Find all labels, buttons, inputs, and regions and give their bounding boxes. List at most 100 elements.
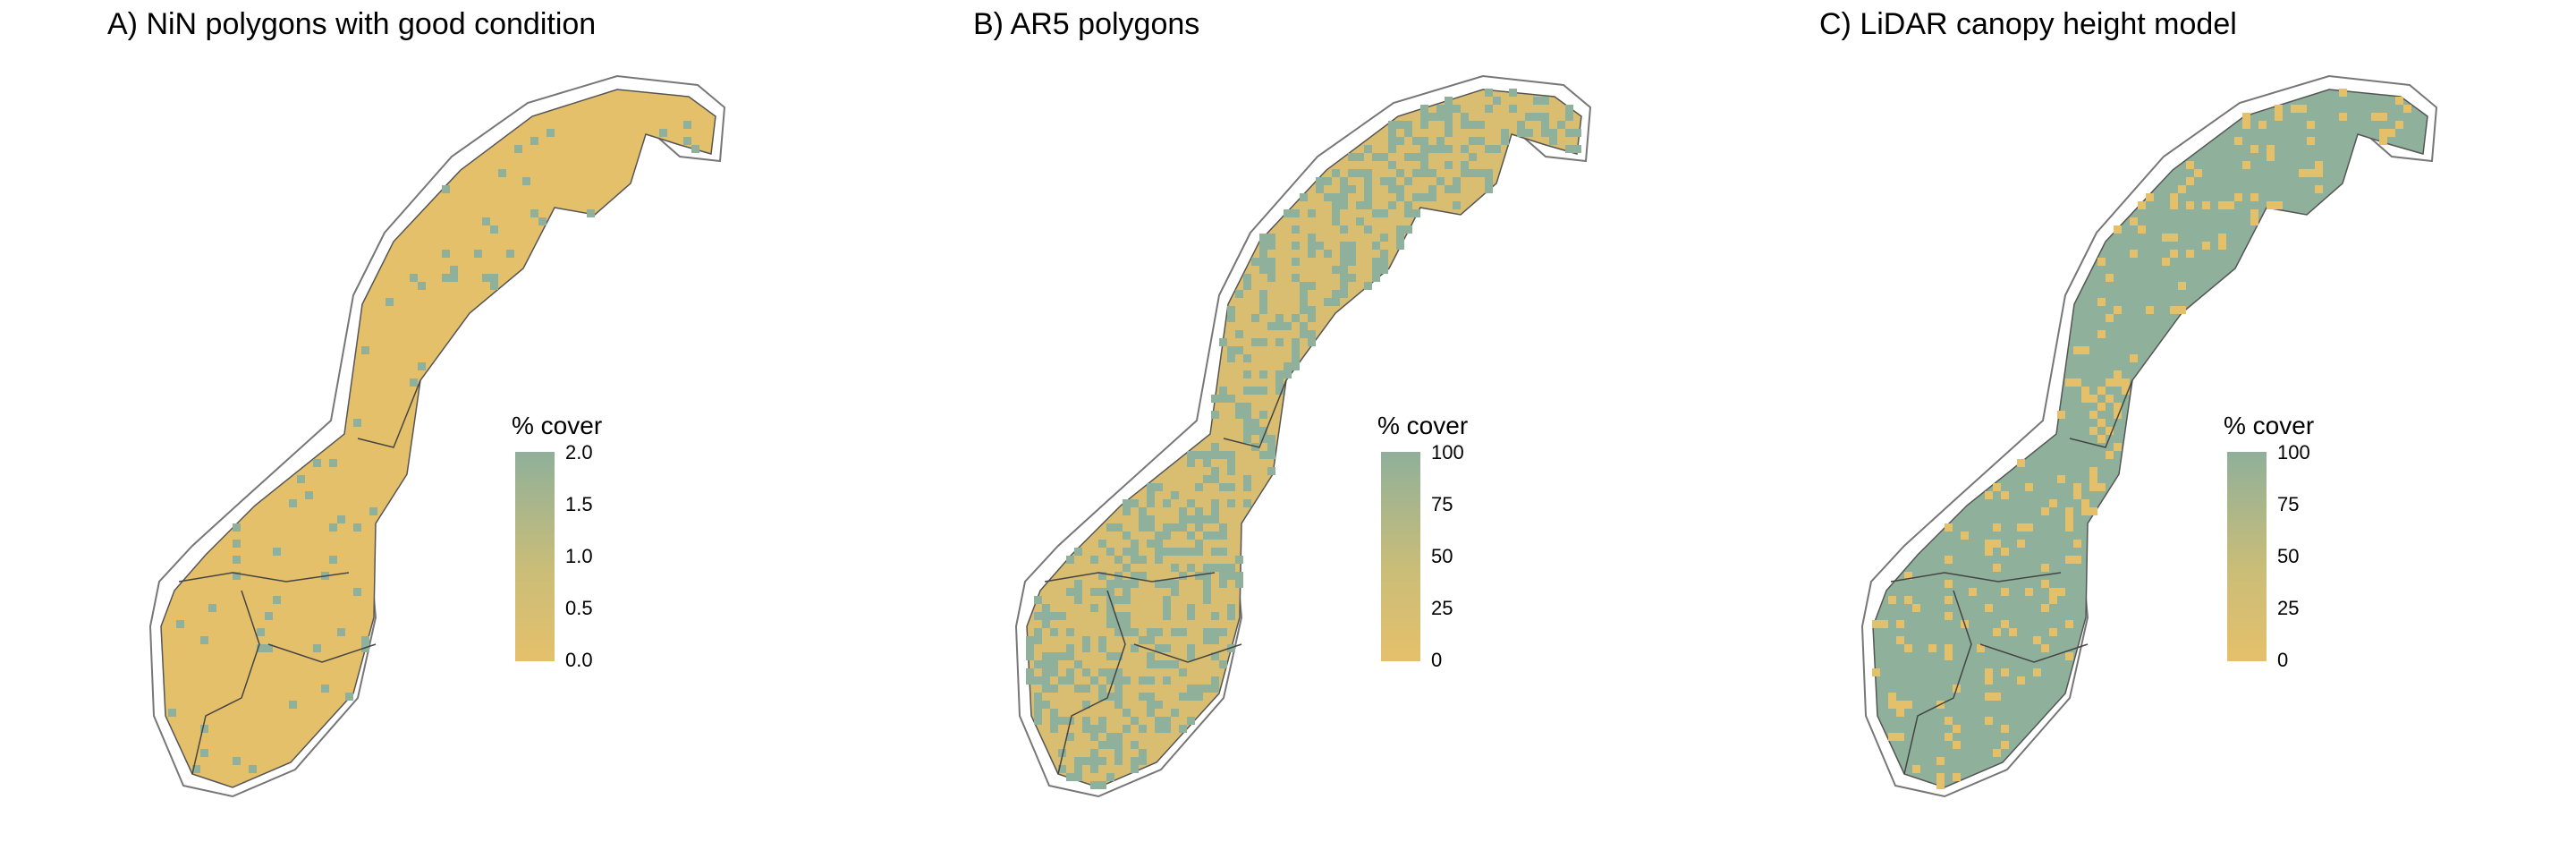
grid-cell bbox=[1267, 451, 1275, 459]
grid-cell bbox=[1155, 644, 1163, 652]
grid-cell bbox=[2073, 483, 2081, 491]
grid-cell bbox=[1090, 757, 1098, 765]
grid-cell bbox=[1993, 628, 2001, 636]
grid-cell bbox=[2097, 387, 2106, 395]
grid-cell bbox=[1147, 499, 1155, 507]
grid-cell bbox=[1131, 580, 1139, 588]
grid-cell bbox=[1114, 596, 1123, 604]
grid-cell bbox=[1163, 580, 1171, 588]
grid-cell bbox=[1525, 113, 1533, 121]
grid-cell bbox=[1308, 242, 1316, 250]
grid-cell bbox=[2178, 282, 2186, 290]
panel-title: A) NiN polygons with good condition bbox=[107, 7, 597, 41]
grid-cell bbox=[1219, 451, 1227, 459]
grid-cell bbox=[1187, 652, 1195, 660]
grid-cell bbox=[1888, 596, 1896, 604]
grid-cell bbox=[1155, 556, 1163, 564]
grid-cell bbox=[1155, 725, 1163, 733]
grid-cell bbox=[1163, 499, 1171, 507]
grid-cell bbox=[1396, 234, 1404, 242]
grid-cell bbox=[1195, 572, 1203, 580]
grid-cell bbox=[2307, 121, 2315, 129]
grid-cell bbox=[1074, 765, 1082, 773]
grid-cell bbox=[1114, 741, 1123, 749]
grid-cell bbox=[1058, 749, 1066, 757]
grid-cell bbox=[1171, 548, 1179, 556]
grid-cell bbox=[1396, 225, 1404, 234]
grid-cell bbox=[1106, 773, 1114, 781]
grid-cell bbox=[1243, 427, 1251, 435]
grid-cell bbox=[1131, 644, 1139, 652]
grid-cell bbox=[1211, 451, 1219, 459]
grid-cell bbox=[1171, 564, 1179, 572]
grid-cell bbox=[1219, 532, 1227, 540]
grid-cell bbox=[1211, 467, 1219, 475]
grid-cell bbox=[2114, 225, 2122, 234]
grid-cell bbox=[1372, 266, 1380, 274]
grid-cell bbox=[2049, 596, 2057, 604]
grid-cell bbox=[1203, 532, 1211, 540]
grid-cell bbox=[1267, 242, 1275, 250]
grid-cell bbox=[1139, 523, 1147, 532]
grid-cell bbox=[1404, 153, 1412, 161]
grid-cell bbox=[2049, 588, 2057, 596]
grid-cell bbox=[2065, 515, 2073, 523]
grid-cell bbox=[1275, 314, 1284, 322]
grid-cell bbox=[587, 209, 595, 217]
grid-cell bbox=[2001, 491, 2009, 499]
grid-cell bbox=[2138, 225, 2146, 234]
grid-cell bbox=[2130, 217, 2138, 225]
grid-cell bbox=[1139, 749, 1147, 757]
grid-cell bbox=[1896, 636, 1904, 644]
grid-cell bbox=[1106, 693, 1114, 701]
grid-cell bbox=[2057, 475, 2065, 483]
grid-cell bbox=[1227, 395, 1235, 403]
grid-cell bbox=[1211, 636, 1219, 644]
grid-cell bbox=[1428, 185, 1436, 193]
grid-cell bbox=[1235, 572, 1243, 580]
grid-cell bbox=[1275, 370, 1284, 378]
grid-cell bbox=[1292, 274, 1300, 282]
grid-cell bbox=[1235, 290, 1243, 298]
grid-cell bbox=[1171, 491, 1179, 499]
grid-cell bbox=[2001, 548, 2009, 556]
grid-cell bbox=[2178, 185, 2186, 193]
grid-cell bbox=[2194, 169, 2202, 177]
grid-cell bbox=[329, 556, 337, 564]
grid-cell bbox=[1945, 644, 1953, 652]
grid-cell bbox=[1042, 604, 1050, 612]
grid-cell bbox=[1090, 781, 1098, 789]
grid-cell bbox=[1074, 580, 1082, 588]
grid-cell bbox=[1106, 580, 1114, 588]
grid-cell bbox=[1461, 169, 1469, 177]
grid-cell bbox=[1139, 693, 1147, 701]
grid-cell bbox=[1187, 693, 1195, 701]
grid-cell bbox=[305, 491, 313, 499]
grid-cell bbox=[1179, 725, 1187, 733]
grid-cell bbox=[1123, 580, 1131, 588]
grid-cell bbox=[2234, 137, 2242, 145]
grid-cell bbox=[2170, 193, 2178, 201]
legend-tick-label: 75 bbox=[2277, 493, 2300, 515]
grid-cell bbox=[2073, 346, 2081, 354]
grid-cell bbox=[1896, 709, 1904, 717]
grid-cell bbox=[1106, 741, 1114, 749]
grid-cell bbox=[1412, 153, 1420, 161]
grid-cell bbox=[1227, 572, 1235, 580]
grid-cell bbox=[442, 185, 450, 193]
legend-tick-label: 0 bbox=[1431, 649, 1443, 671]
grid-cell bbox=[1549, 137, 1557, 145]
grid-cell bbox=[1284, 362, 1292, 370]
grid-cell bbox=[1284, 322, 1292, 330]
grid-cell bbox=[1211, 628, 1219, 636]
grid-cell bbox=[1114, 693, 1123, 701]
grid-cell bbox=[1259, 387, 1267, 395]
grid-cell bbox=[1034, 636, 1042, 644]
grid-cell bbox=[1171, 588, 1179, 596]
grid-cell bbox=[1251, 258, 1259, 266]
grid-cell bbox=[1953, 725, 1961, 733]
grid-cell bbox=[1026, 644, 1034, 652]
grid-cell bbox=[1356, 217, 1364, 225]
grid-cell bbox=[1098, 741, 1106, 749]
grid-cell bbox=[1090, 556, 1098, 564]
